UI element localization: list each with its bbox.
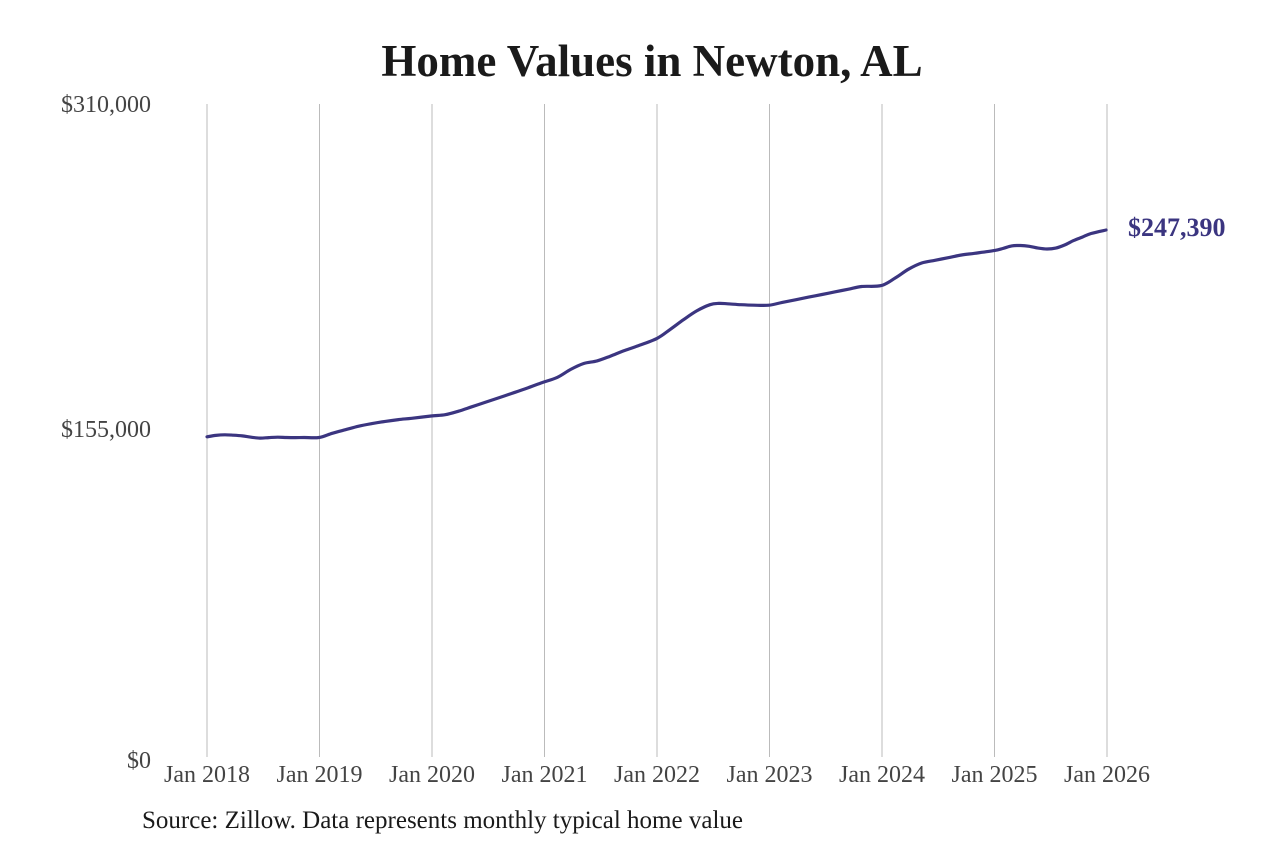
svg-text:Jan 2020: Jan 2020	[389, 762, 475, 788]
svg-text:Jan 2025: Jan 2025	[952, 762, 1038, 788]
svg-text:$0: $0	[127, 748, 151, 774]
svg-text:Jan 2022: Jan 2022	[614, 762, 700, 788]
svg-text:Jan 2024: Jan 2024	[839, 762, 925, 788]
svg-text:Jan 2018: Jan 2018	[164, 762, 250, 788]
svg-text:Jan 2026: Jan 2026	[1064, 762, 1150, 788]
svg-text:Jan 2019: Jan 2019	[277, 762, 363, 788]
svg-text:$310,000: $310,000	[61, 92, 151, 118]
svg-text:Jan 2021: Jan 2021	[502, 762, 588, 788]
svg-text:$247,390: $247,390	[1128, 213, 1226, 242]
svg-text:Jan 2023: Jan 2023	[727, 762, 813, 788]
svg-text:$155,000: $155,000	[61, 417, 151, 443]
